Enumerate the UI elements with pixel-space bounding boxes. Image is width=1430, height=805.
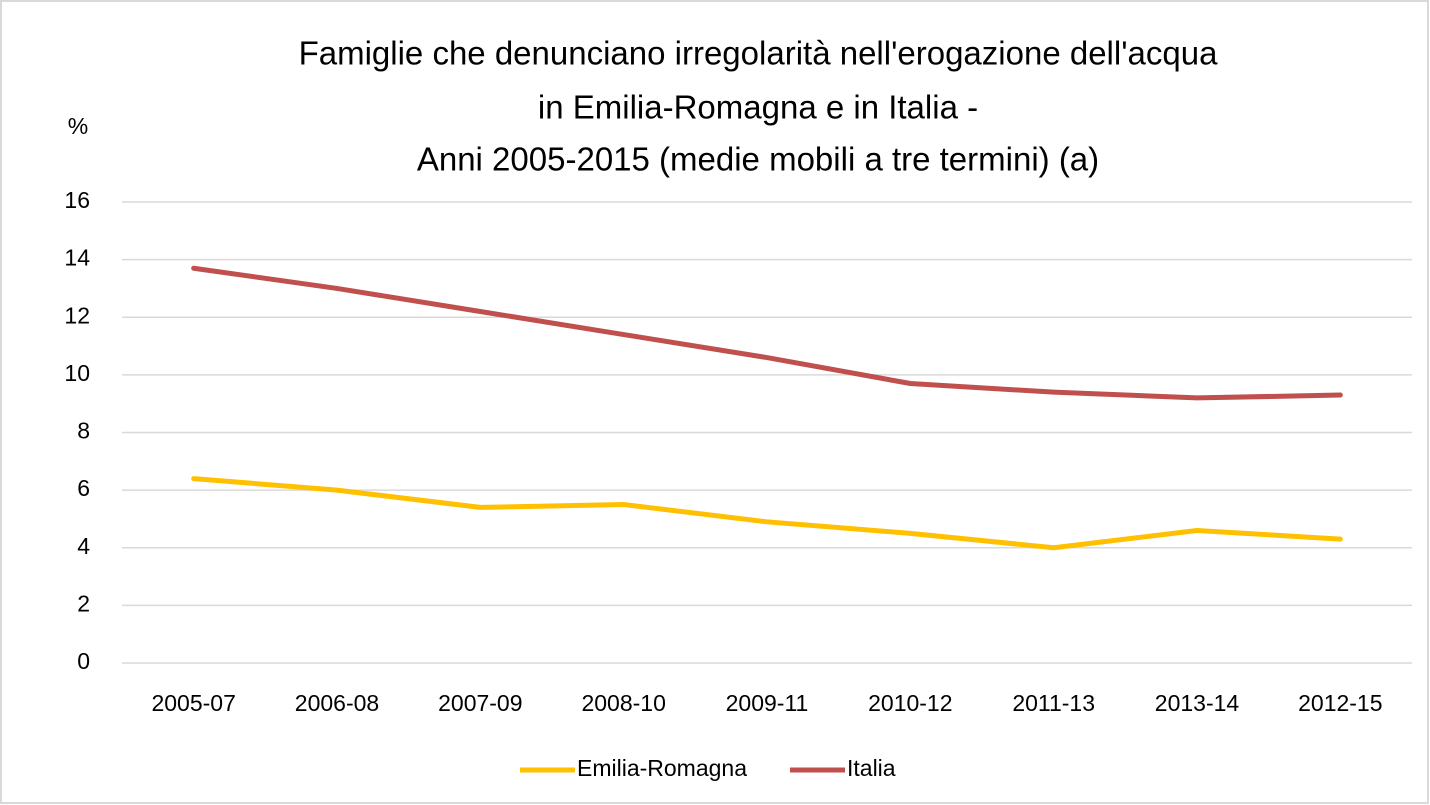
- y-tick-label: 2: [77, 590, 90, 616]
- x-tick-label: 2010-12: [868, 690, 952, 716]
- line: [191, 476, 1343, 551]
- y-tick-label: 16: [64, 187, 90, 213]
- chart-title: Famiglie che denunciano irregolarità nel…: [299, 35, 1218, 72]
- legend-label: Emilia-Romagna: [577, 755, 747, 781]
- y-tick-label: 8: [77, 418, 90, 444]
- x-tick-label: 2009-11: [726, 690, 809, 716]
- y-tick-label: 0: [77, 648, 90, 674]
- x-tick-label: 2006-08: [295, 690, 379, 716]
- y-tick-label: 6: [77, 475, 90, 501]
- x-tick-label: 2012-15: [1298, 690, 1382, 716]
- x-tick-label: 2011-13: [1012, 690, 1095, 716]
- y-tick-label: 14: [64, 245, 90, 271]
- y-tick-label: 10: [64, 360, 90, 386]
- y-axis-label: %: [68, 113, 88, 139]
- legend-label: Italia: [847, 755, 896, 781]
- y-tick-label: 4: [77, 533, 90, 559]
- x-tick-label: 2008-10: [581, 690, 665, 716]
- line: [191, 265, 1343, 401]
- x-tick-label: 2007-09: [438, 690, 522, 716]
- y-tick-label: 12: [64, 302, 90, 328]
- x-tick-label: 2013-14: [1155, 690, 1240, 716]
- x-tick-label: 2005-07: [151, 690, 235, 716]
- chart-title: Anni 2005-2015 (medie mobili a tre termi…: [417, 141, 1099, 178]
- chart-title: in Emilia-Romagna e in Italia -: [538, 89, 978, 126]
